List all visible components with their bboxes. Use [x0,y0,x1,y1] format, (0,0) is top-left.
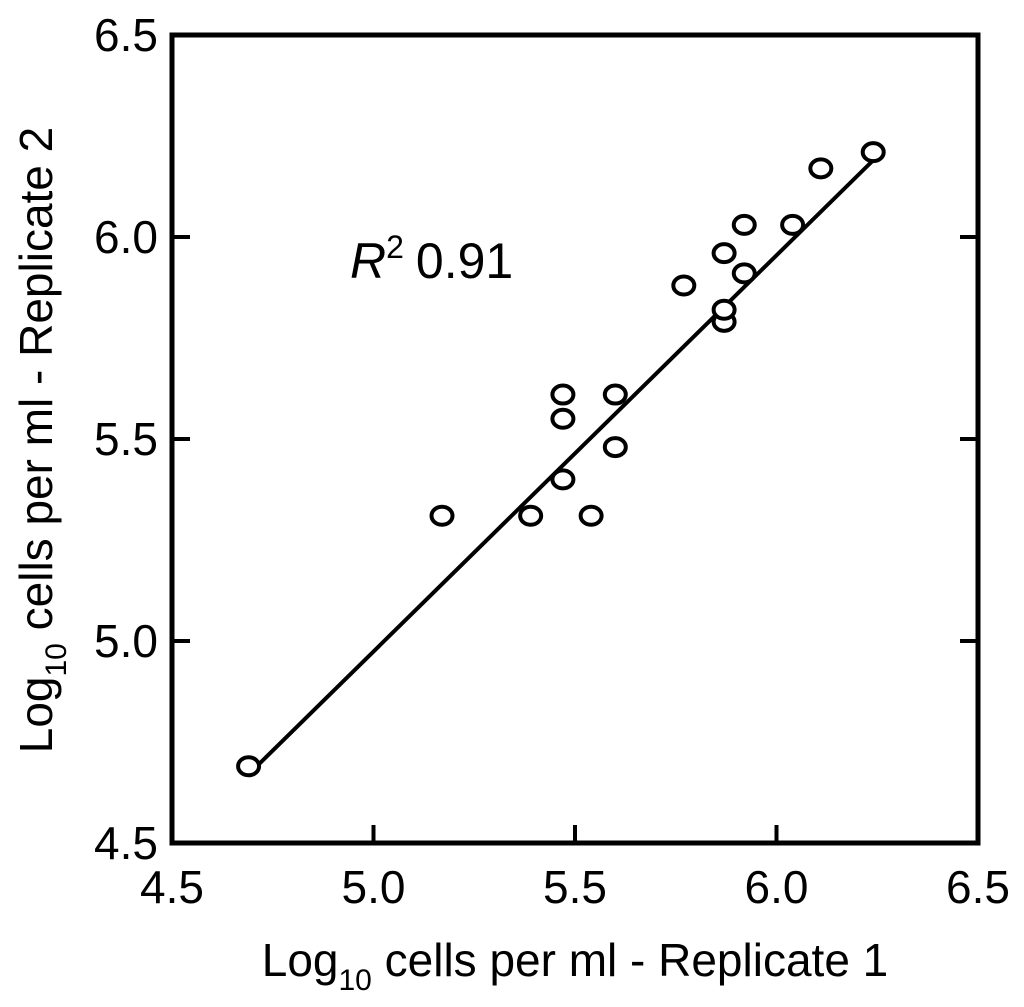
y-tick-label: 6.0 [94,211,158,263]
data-point [602,436,628,459]
x-tick-label: 5.5 [543,861,607,913]
data-point [550,407,576,430]
data-point [780,213,806,236]
data-point [602,383,628,406]
data-point [518,504,544,527]
data-point [808,157,834,180]
data-point [429,504,455,527]
y-axis-label: Log10 cells per ml - Replicate 2 [10,127,73,754]
data-point [860,141,886,164]
y-tick-label: 5.0 [94,615,158,667]
data-point [731,213,757,236]
y-tick-label: 5.5 [94,413,158,465]
data-point [671,274,697,297]
data-point [550,383,576,406]
y-tick-label: 4.5 [94,817,158,869]
r-symbol: R [350,233,386,289]
r-squared-value: 0.91 [416,233,513,289]
data-point [731,262,757,285]
x-axis-label: Log10 cells per ml - Replicate 1 [262,934,889,997]
x-tick-label: 6.0 [745,861,809,913]
regression-line [247,158,875,776]
data-point [550,468,576,491]
x-axis-ticks: 4.5 5.0 5.5 6.0 6.5 [140,825,1010,913]
r-superscript: 2 [386,229,404,265]
data-point [711,298,737,321]
data-point [711,242,737,265]
x-tick-label: 4.5 [140,861,204,913]
plot-frame [169,32,981,846]
data-point [236,755,262,778]
regression-line-layer [247,158,875,776]
y-axis-ticks: 4.5 5.0 5.5 6.0 6.5 [94,9,978,869]
x-tick-label: 6.5 [946,861,1010,913]
data-points-layer [236,141,886,778]
y-tick-label: 6.5 [94,9,158,61]
r-squared-annotation: R2 0.91 [350,229,513,289]
data-point [578,504,604,527]
x-tick-label: 5.0 [342,861,406,913]
